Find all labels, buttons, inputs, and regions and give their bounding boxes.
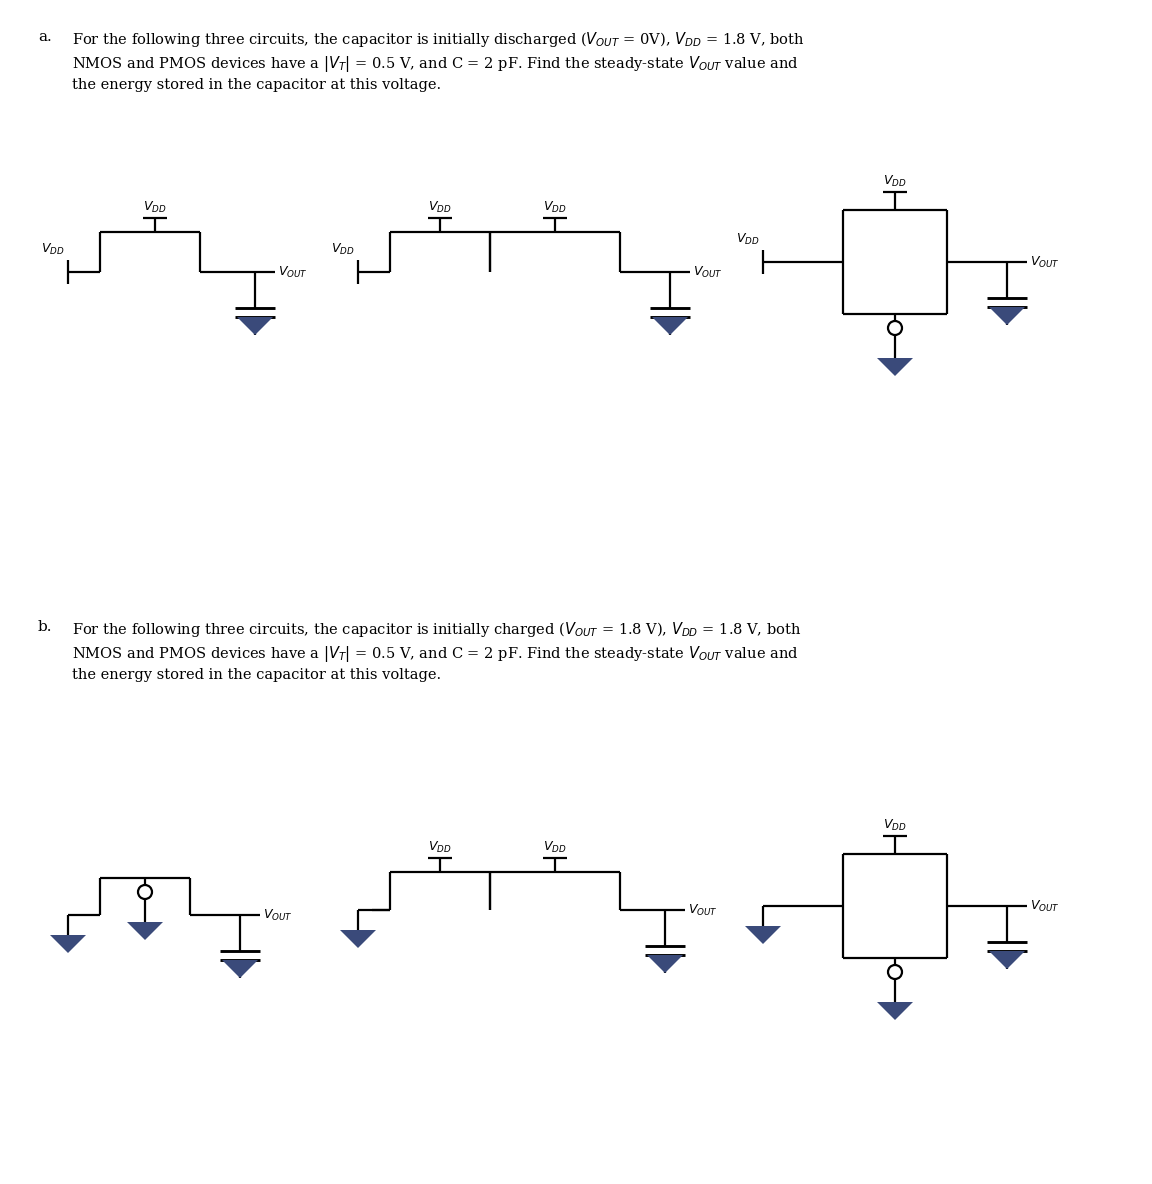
Polygon shape [647,955,683,973]
Text: $V_{OUT}$: $V_{OUT}$ [688,902,718,918]
Text: $V_{DD}$: $V_{DD}$ [332,242,355,257]
Polygon shape [877,1002,914,1019]
Text: the energy stored in the capacitor at this voltage.: the energy stored in the capacitor at th… [71,78,441,92]
Polygon shape [340,929,376,948]
Text: $V_{DD}$: $V_{DD}$ [544,839,567,855]
Text: $V_{DD}$: $V_{DD}$ [884,174,907,189]
Text: $V_{OUT}$: $V_{OUT}$ [278,264,308,279]
Polygon shape [990,307,1025,324]
Text: $V_{DD}$: $V_{DD}$ [736,232,760,247]
Text: NMOS and PMOS devices have a $|V_T|$ = 0.5 V, and C = 2 pF. Find the steady-stat: NMOS and PMOS devices have a $|V_T|$ = 0… [71,54,798,73]
Text: $V_{OUT}$: $V_{OUT}$ [263,907,293,922]
Polygon shape [237,317,273,335]
Text: $V_{DD}$: $V_{DD}$ [429,200,452,215]
Text: $V_{DD}$: $V_{DD}$ [429,839,452,855]
Text: For the following three circuits, the capacitor is initially discharged ($V_{OUT: For the following three circuits, the ca… [71,30,804,49]
Text: $V_{DD}$: $V_{DD}$ [41,242,65,257]
Text: $V_{DD}$: $V_{DD}$ [884,818,907,834]
Polygon shape [222,960,258,978]
Text: b.: b. [38,620,53,633]
Polygon shape [127,922,162,940]
Polygon shape [990,951,1025,969]
Text: For the following three circuits, the capacitor is initially charged ($V_{OUT}$ : For the following three circuits, the ca… [71,620,801,639]
Polygon shape [877,358,914,377]
Text: the energy stored in the capacitor at this voltage.: the energy stored in the capacitor at th… [71,668,441,682]
Polygon shape [652,317,688,335]
Polygon shape [50,935,86,953]
Text: $V_{DD}$: $V_{DD}$ [143,200,167,215]
Text: $V_{OUT}$: $V_{OUT}$ [1030,899,1060,914]
Text: NMOS and PMOS devices have a $|V_T|$ = 0.5 V, and C = 2 pF. Find the steady-stat: NMOS and PMOS devices have a $|V_T|$ = 0… [71,644,798,664]
Text: a.: a. [38,30,52,44]
Text: $V_{OUT}$: $V_{OUT}$ [1030,255,1060,270]
Text: $V_{DD}$: $V_{DD}$ [544,200,567,215]
Text: $V_{OUT}$: $V_{OUT}$ [694,264,722,279]
Polygon shape [745,926,781,944]
